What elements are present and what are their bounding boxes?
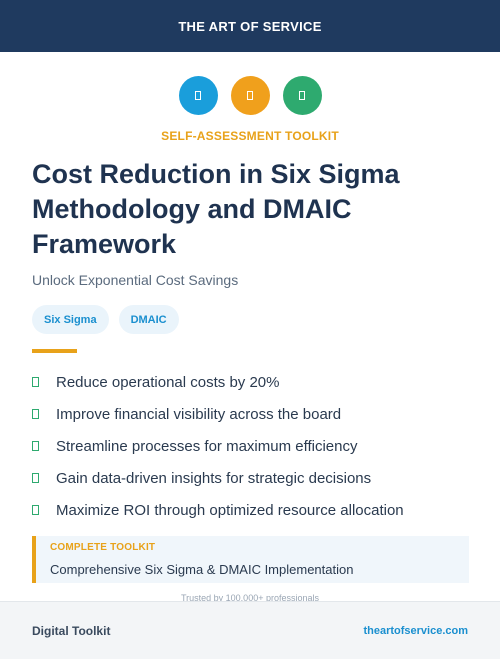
icon-row	[0, 76, 500, 115]
subtitle: Unlock Exponential Cost Savings	[32, 272, 239, 288]
page-title: Cost Reduction in Six Sigma Methodology …	[32, 159, 400, 259]
callout-label: COMPLETE TOOLKIT	[50, 542, 156, 553]
orange-icon	[230, 76, 270, 115]
tag-list: Six Sigma DMAIC	[32, 305, 179, 334]
list-item: Streamline processes for maximum efficie…	[32, 430, 472, 462]
callout-box: COMPLETE TOOLKIT Comprehensive Six Sigma…	[32, 536, 469, 583]
blue-icon	[178, 76, 218, 115]
accent-divider	[32, 349, 77, 353]
footer-label: Digital Toolkit	[32, 623, 111, 638]
check-icon	[32, 441, 39, 451]
green-icon	[282, 76, 322, 115]
check-icon	[32, 377, 39, 387]
callout-text: Comprehensive Six Sigma & DMAIC Implemen…	[50, 562, 354, 577]
list-item: Maximize ROI through optimized resource …	[32, 494, 472, 526]
footer-bar: Digital Toolkit theartofservice.com	[0, 601, 500, 659]
eyebrow-label: SELF-ASSESSMENT TOOLKIT	[161, 129, 339, 143]
trusted-note: Trusted by 100,000+ professionals	[180, 593, 319, 601]
check-icon	[32, 473, 39, 483]
benefit-list: Reduce operational costs by 20% Improve …	[32, 366, 472, 526]
tag-dmaic: DMAIC	[118, 305, 179, 334]
brand-title: THE ART OF SERVICE	[178, 18, 322, 34]
tag-six-sigma: Six Sigma	[32, 305, 109, 334]
check-icon	[32, 409, 39, 419]
list-item: Gain data-driven insights for strategic …	[32, 462, 472, 494]
website-link[interactable]: theartofservice.com	[363, 624, 468, 637]
header-bar: THE ART OF SERVICE	[0, 0, 500, 52]
list-item: Reduce operational costs by 20%	[32, 366, 472, 398]
check-icon	[32, 505, 39, 515]
list-item: Improve financial visibility across the …	[32, 398, 472, 430]
